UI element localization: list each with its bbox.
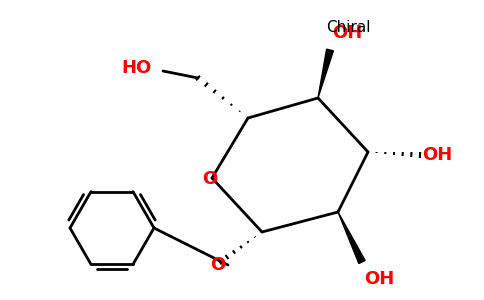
- Polygon shape: [338, 212, 365, 263]
- Text: O: O: [202, 170, 218, 188]
- Text: OH: OH: [364, 270, 394, 288]
- Text: OH: OH: [332, 24, 362, 42]
- Text: OH: OH: [422, 146, 452, 164]
- Polygon shape: [318, 49, 333, 98]
- Text: O: O: [211, 256, 226, 274]
- Text: Chiral: Chiral: [326, 20, 370, 35]
- Text: HO: HO: [122, 59, 152, 77]
